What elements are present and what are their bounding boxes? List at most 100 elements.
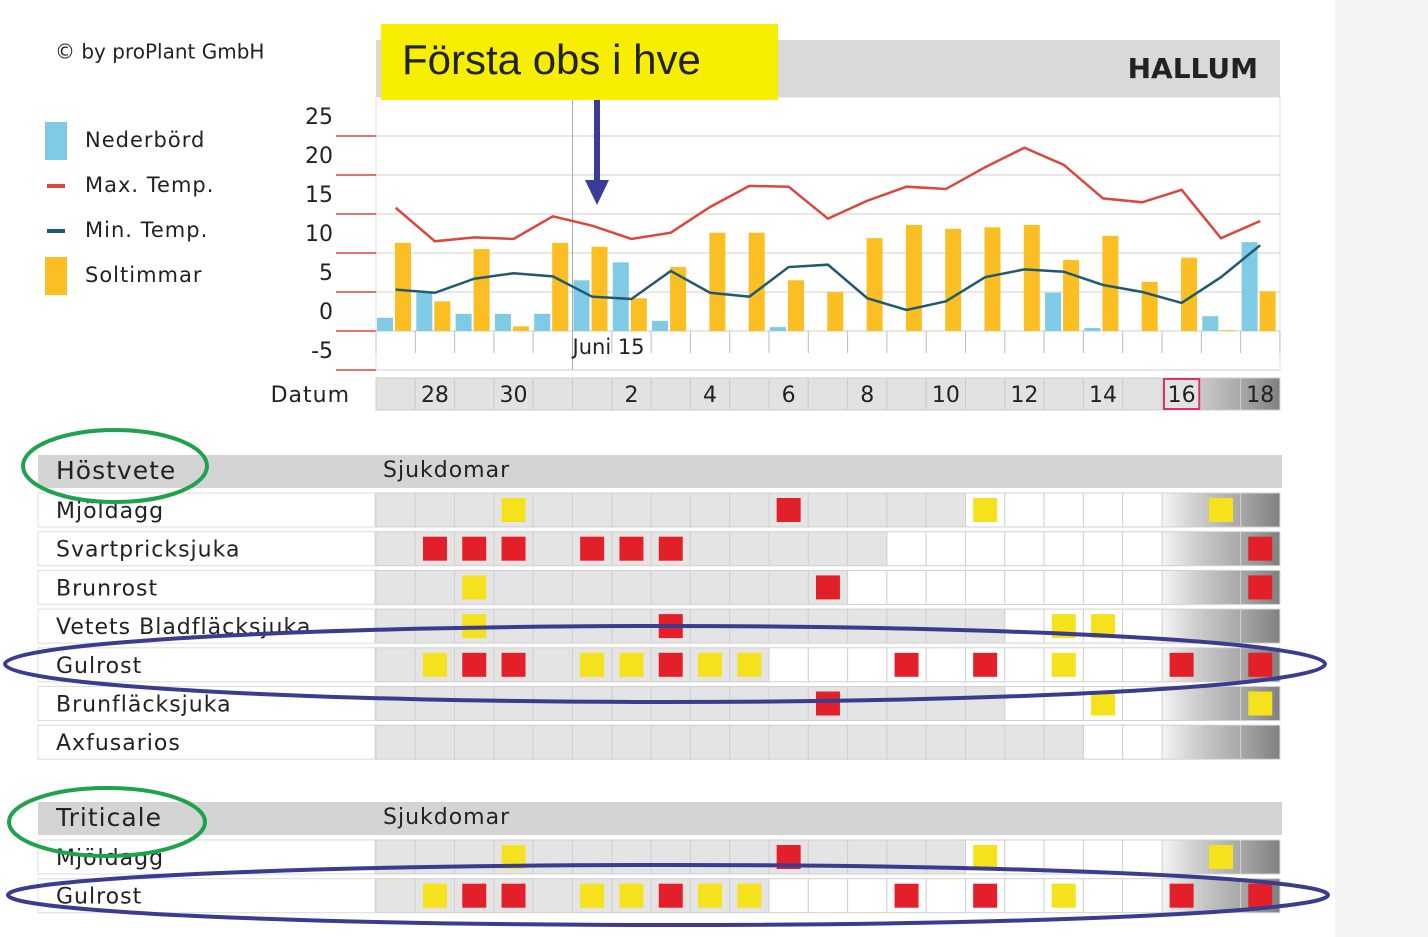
cell xyxy=(1161,839,1202,875)
highlight-ellipse xyxy=(21,428,209,504)
bar xyxy=(1102,235,1119,331)
cell xyxy=(1240,724,1281,760)
risk-marker xyxy=(1091,691,1116,716)
arrow-head xyxy=(585,180,609,205)
cell xyxy=(847,878,888,914)
y-tick-label: 25 xyxy=(305,105,333,130)
date-cell xyxy=(1240,377,1281,411)
date-highlight xyxy=(1163,378,1201,410)
cell xyxy=(689,569,731,605)
legend-label: Max. Temp. xyxy=(85,173,214,197)
cell xyxy=(454,724,495,760)
x-tick-label: 30 xyxy=(500,383,528,408)
cell xyxy=(1004,569,1045,605)
cell xyxy=(1082,878,1124,914)
cell xyxy=(493,686,534,721)
cell xyxy=(1200,608,1242,644)
x-tick-label: 12 xyxy=(1010,383,1038,408)
legend-label: Soltimmar xyxy=(85,263,203,287)
cell xyxy=(965,686,1006,721)
risk-marker xyxy=(462,652,487,677)
date-cell xyxy=(729,377,770,411)
row-label-box xyxy=(37,492,376,528)
date-cell xyxy=(807,377,849,411)
cell xyxy=(1122,531,1163,567)
cell xyxy=(532,839,574,875)
cell xyxy=(965,608,1006,644)
bar xyxy=(1045,292,1062,331)
date-cell xyxy=(1200,377,1242,411)
y-tick-label: 5 xyxy=(319,261,333,286)
row-label: Brunfläcksjuka xyxy=(56,693,232,718)
cell xyxy=(375,724,416,760)
risk-marker xyxy=(1248,575,1273,600)
cell xyxy=(454,492,495,528)
cell xyxy=(650,839,691,875)
cell xyxy=(847,647,888,683)
y-tick-label: 20 xyxy=(305,144,333,169)
cell xyxy=(689,492,731,528)
bar xyxy=(788,280,804,331)
cell xyxy=(1200,878,1242,914)
cell xyxy=(1004,686,1045,721)
date-cell xyxy=(572,377,613,411)
bar xyxy=(1023,224,1040,331)
cell xyxy=(611,569,652,605)
risk-marker xyxy=(1208,498,1233,522)
section-header xyxy=(38,455,1282,488)
cell xyxy=(1200,531,1242,567)
risk-marker xyxy=(815,691,840,716)
bar xyxy=(670,267,687,331)
bar xyxy=(1241,242,1258,331)
bar xyxy=(709,232,726,331)
annotation: Juni 15 xyxy=(571,335,645,359)
row-label-box xyxy=(37,724,376,760)
cell xyxy=(572,724,613,760)
cell xyxy=(1122,647,1163,683)
bar xyxy=(1202,316,1219,331)
legend-swatch xyxy=(45,122,67,160)
cell xyxy=(1082,531,1124,567)
cell xyxy=(925,686,967,721)
crop-name: Höstvete xyxy=(56,456,176,485)
cell xyxy=(532,492,574,528)
cell xyxy=(965,569,1006,605)
x-tick-label: 6 xyxy=(782,383,796,408)
risk-marker xyxy=(658,536,683,561)
bar xyxy=(827,292,844,331)
cell xyxy=(1200,569,1242,605)
bar xyxy=(434,301,451,331)
cell xyxy=(1122,878,1163,914)
cell xyxy=(1082,569,1124,605)
bar xyxy=(612,262,629,331)
risk-marker xyxy=(501,652,526,677)
cell xyxy=(1004,724,1045,760)
cell xyxy=(729,492,770,528)
cell xyxy=(375,647,416,683)
risk-marker xyxy=(501,883,526,908)
x-tick-label: 4 xyxy=(703,383,717,408)
date-cell xyxy=(1122,377,1163,411)
row-label: Gulrost xyxy=(56,885,142,910)
risk-marker xyxy=(501,536,526,561)
risk-marker xyxy=(894,652,919,677)
risk-marker xyxy=(580,883,605,908)
date-cell xyxy=(532,377,574,411)
cell xyxy=(925,531,967,567)
cell xyxy=(768,878,809,914)
cell xyxy=(1240,608,1281,644)
bar xyxy=(534,313,551,331)
cell xyxy=(1161,724,1202,760)
cell xyxy=(925,878,967,914)
cell xyxy=(414,569,456,605)
date-cell xyxy=(414,377,456,411)
row-label: Vetets Bladfläcksjuka xyxy=(56,615,311,640)
cell xyxy=(1122,839,1163,875)
risk-marker xyxy=(973,498,998,522)
risk-marker xyxy=(1051,652,1076,677)
cell xyxy=(847,839,888,875)
x-tick-label: 28 xyxy=(421,383,449,408)
risk-marker xyxy=(698,883,723,908)
risk-marker xyxy=(462,883,487,908)
cell xyxy=(1004,608,1045,644)
